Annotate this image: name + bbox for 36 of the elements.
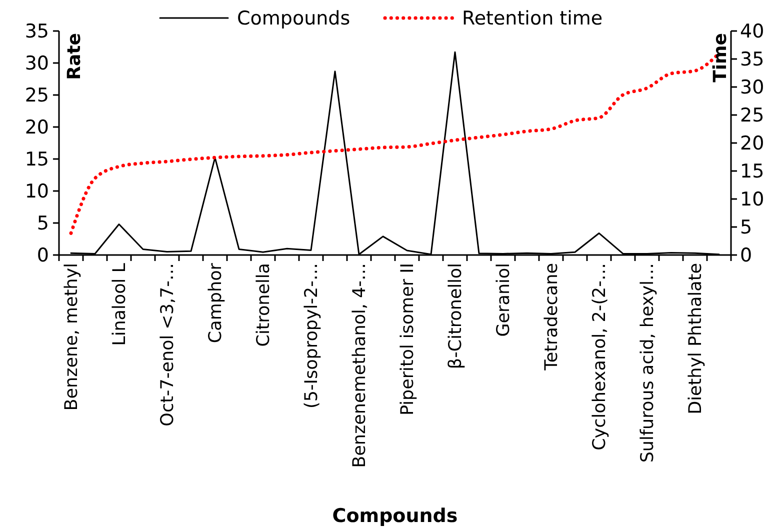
x-tick-label: Piperitol isomer II	[398, 263, 418, 416]
x-axis-title: Compounds	[332, 505, 458, 527]
x-tick-label: Benzene, methyl	[62, 263, 82, 411]
legend-label: Retention time	[462, 8, 603, 30]
y2-tick-label: 30	[740, 76, 764, 99]
x-tick-label: β-Citronellol	[446, 263, 466, 370]
y2-tick-label: 25	[740, 104, 764, 127]
y2-axis-title: Time	[710, 33, 731, 82]
x-tick-label: Sulfurous acid, hexyl…	[638, 263, 658, 463]
y2-tick-label: 10	[740, 188, 764, 211]
y-tick-label: 25	[24, 84, 49, 107]
y-tick-label: 20	[24, 116, 49, 139]
y2-tick-label: 20	[740, 132, 764, 155]
y2-tick-label: 40	[740, 20, 764, 43]
x-tick-label: Camphor	[206, 262, 226, 344]
x-tick-label: Benzenemethanol, 4-…	[350, 263, 370, 468]
y2-tick-label: 5	[740, 216, 752, 239]
x-tick-label: Oct-7-enol <3,7-…	[158, 263, 178, 426]
y-tick-label: 30	[24, 52, 49, 75]
y-tick-label: 10	[24, 180, 49, 203]
x-tick-label: Citronella	[254, 263, 274, 347]
x-tick-label: Linalool L	[110, 262, 130, 346]
x-tick-label: Cyclohexanol, 2-(2-…	[590, 263, 610, 450]
y-tick-label: 35	[24, 20, 49, 43]
x-tick-label: (5-Isopropyl-2-…	[302, 263, 322, 408]
y2-tick-label: 15	[740, 160, 764, 183]
y-axis-title: Rate	[64, 33, 85, 80]
y2-tick-label: 0	[740, 244, 752, 267]
x-tick-label: Geraniol	[494, 263, 514, 337]
y-tick-label: 5	[36, 212, 49, 235]
y-tick-label: 15	[24, 148, 49, 171]
x-tick-label: Diethyl Phthalate	[686, 263, 706, 414]
x-tick-label: Tetradecane	[542, 263, 562, 372]
legend-label: Compounds	[237, 8, 350, 30]
y-tick-label: 0	[36, 244, 49, 267]
y2-tick-label: 35	[740, 48, 764, 71]
